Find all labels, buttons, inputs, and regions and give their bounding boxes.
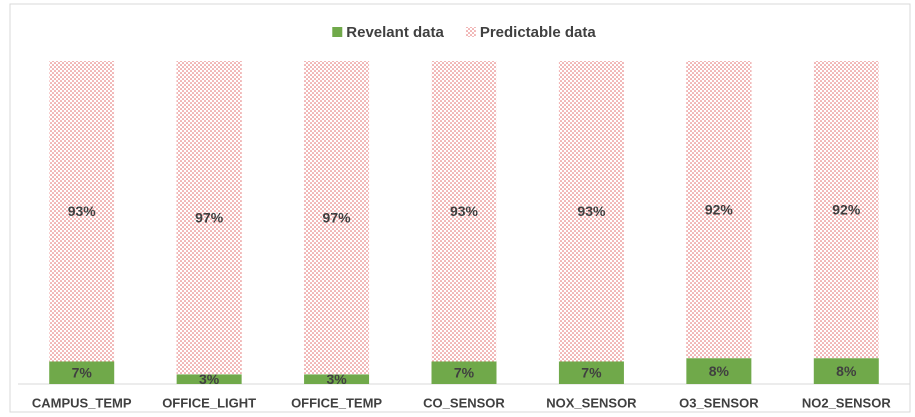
legend-swatch bbox=[465, 27, 476, 37]
data-label: 7% bbox=[581, 364, 602, 380]
bar-segment bbox=[686, 358, 752, 384]
bar-segment bbox=[304, 374, 370, 384]
x-tick-label: NO2_SENSOR bbox=[802, 395, 891, 410]
bar-segment bbox=[304, 61, 370, 375]
legend-label: Predictable data bbox=[480, 24, 597, 41]
bar-segment bbox=[431, 61, 497, 362]
data-label: 97% bbox=[195, 209, 224, 225]
bar-segment bbox=[558, 61, 624, 362]
x-tick-label: NOX_SENSOR bbox=[546, 395, 637, 410]
bar-segment bbox=[686, 61, 752, 359]
data-label: 92% bbox=[705, 201, 734, 217]
data-label: 3% bbox=[199, 371, 220, 387]
bar-segment bbox=[813, 61, 879, 359]
data-label: 93% bbox=[577, 203, 606, 219]
x-tick-label: CAMPUS_TEMP bbox=[32, 395, 132, 410]
bar-segment bbox=[176, 374, 242, 384]
data-label: 8% bbox=[709, 363, 730, 379]
data-label: 93% bbox=[450, 203, 479, 219]
legend-swatch bbox=[332, 27, 343, 37]
data-label: 93% bbox=[68, 203, 97, 219]
bar-segment bbox=[49, 361, 115, 384]
data-label: 7% bbox=[454, 364, 475, 380]
x-tick-label: CO_SENSOR bbox=[423, 395, 505, 410]
x-tick-label: O3_SENSOR bbox=[679, 395, 759, 410]
data-label: 7% bbox=[72, 364, 93, 380]
legend-label: Revelant data bbox=[346, 24, 444, 41]
bar-segment bbox=[813, 358, 879, 384]
bar-segment bbox=[49, 61, 115, 362]
data-label: 97% bbox=[323, 209, 352, 225]
data-label: 8% bbox=[836, 363, 857, 379]
bar-segment bbox=[431, 361, 497, 384]
x-tick-label: OFFICE_TEMP bbox=[291, 395, 382, 410]
data-label: 3% bbox=[326, 371, 347, 387]
x-tick-label: OFFICE_LIGHT bbox=[162, 395, 256, 410]
bar-segment bbox=[558, 361, 624, 384]
data-label: 92% bbox=[832, 201, 861, 217]
bar-segment bbox=[176, 61, 242, 375]
